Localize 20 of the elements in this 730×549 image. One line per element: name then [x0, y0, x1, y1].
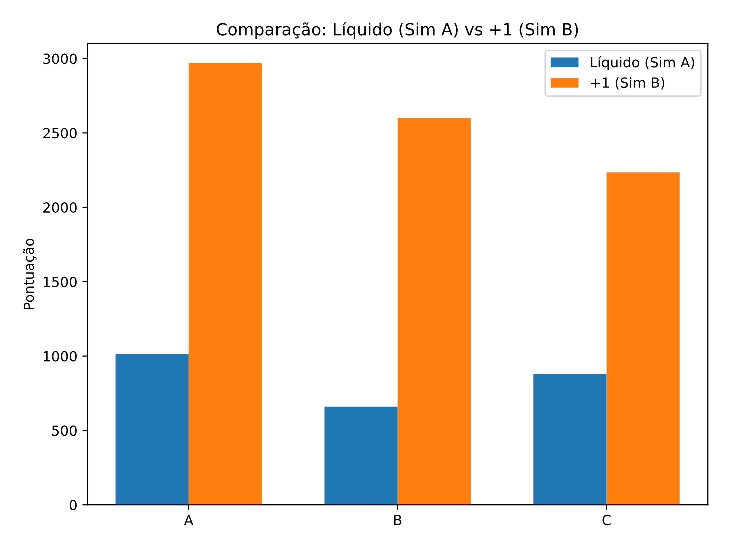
y-axis-title: Pontuação — [23, 238, 37, 310]
y-tick-label: 3000 — [44, 54, 77, 64]
chart-title: Comparação: Líquido (Sim A) vs +1 (Sim B) — [217, 22, 578, 40]
x-tick-label: C — [602, 515, 611, 526]
x-tick-label: B — [394, 515, 402, 526]
y-tick-label: 0 — [70, 500, 77, 511]
bar — [324, 406, 398, 506]
y-tick-label: 1500 — [44, 276, 77, 288]
y-tick-label: 2000 — [44, 202, 77, 214]
bar — [606, 172, 680, 506]
y-tick-label: 500 — [52, 426, 77, 436]
legend-label: Líquido (Sim A) — [591, 56, 694, 70]
bar — [534, 374, 607, 506]
y-tick-label: 1000 — [44, 351, 77, 362]
bar — [188, 63, 262, 506]
legend-label: +1 (Sim B) — [591, 77, 665, 90]
bar — [398, 118, 471, 506]
x-tick-label: A — [184, 515, 194, 526]
bar — [116, 354, 189, 506]
y-tick-label: 2500 — [44, 128, 77, 139]
